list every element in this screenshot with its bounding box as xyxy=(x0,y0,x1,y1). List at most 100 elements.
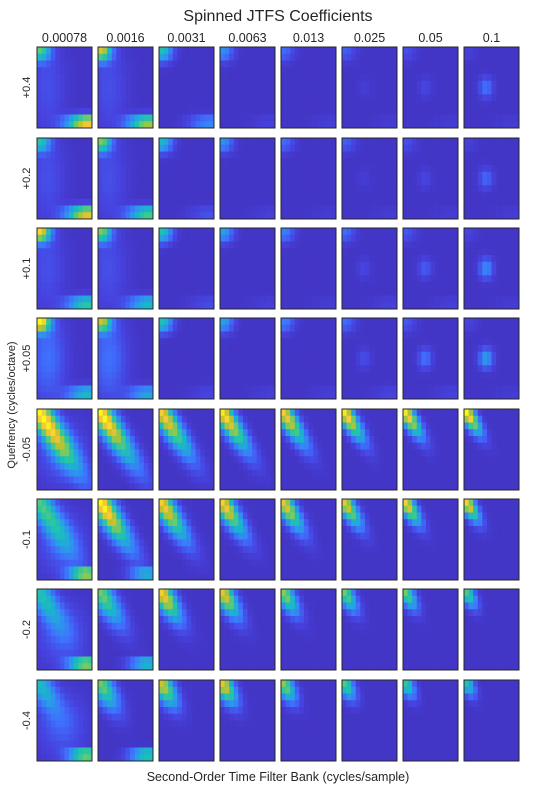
heatmap-cell xyxy=(87,185,93,193)
heatmap-cell xyxy=(261,151,267,159)
heatmap-cell xyxy=(412,331,418,339)
heatmap-cell xyxy=(229,101,235,109)
heatmap-cell xyxy=(46,158,52,166)
heatmap-cell xyxy=(73,94,79,102)
heatmap-cell xyxy=(139,378,145,386)
heatmap-cell xyxy=(331,275,337,283)
heatmap-cell xyxy=(464,107,469,115)
heatmap-cell xyxy=(78,372,84,380)
heatmap-cell xyxy=(486,261,492,269)
heatmap-cell xyxy=(468,392,474,400)
heatmap-cell xyxy=(281,241,286,249)
heatmap-cell xyxy=(46,185,52,193)
heatmap-cell xyxy=(102,282,108,290)
heatmap-cell xyxy=(55,345,61,353)
heatmap-cell xyxy=(360,87,366,95)
heatmap-cell xyxy=(256,178,262,186)
heatmap-cell xyxy=(342,372,347,380)
heatmap-cell xyxy=(491,275,497,283)
heatmap-cell xyxy=(134,228,140,236)
heatmap-cell xyxy=(191,358,197,366)
heatmap-cell xyxy=(412,268,418,276)
heatmap-cell xyxy=(392,198,398,206)
heatmap-cell xyxy=(87,114,93,122)
heatmap-cell xyxy=(355,282,361,290)
heatmap-cell xyxy=(505,255,511,263)
heatmap-cell xyxy=(224,392,230,400)
heatmap-cell xyxy=(496,365,502,373)
heatmap-cell xyxy=(444,268,450,276)
heatmap-cell xyxy=(224,74,230,82)
heatmap-cell xyxy=(444,47,450,55)
heatmap-cell xyxy=(172,261,178,269)
heatmap-cell xyxy=(403,234,408,242)
heatmap-cell xyxy=(224,114,230,122)
heatmap-cell xyxy=(439,165,445,173)
heatmap-cell xyxy=(482,192,488,200)
heatmap-cell xyxy=(464,255,469,263)
heatmap-cell xyxy=(116,205,122,213)
heatmap-cell xyxy=(308,295,314,303)
heatmap-cell xyxy=(270,158,276,166)
heatmap-cell xyxy=(435,241,441,249)
heatmap-cell xyxy=(464,185,469,193)
heatmap-cell xyxy=(364,268,370,276)
heatmap-cell xyxy=(482,365,488,373)
heatmap-cell xyxy=(209,144,215,152)
heatmap-cell xyxy=(120,228,126,236)
heatmap-cell xyxy=(181,282,187,290)
heatmap-cell xyxy=(387,241,393,249)
heatmap-cell xyxy=(168,385,174,393)
heatmap-cell xyxy=(87,165,93,173)
heatmap-cell xyxy=(509,275,515,283)
heatmap-cell xyxy=(177,94,183,102)
heatmap-cell xyxy=(500,345,506,353)
heatmap-cell xyxy=(252,47,258,55)
heatmap-cell xyxy=(299,107,305,115)
heatmap-cell xyxy=(500,87,506,95)
heatmap-cell xyxy=(392,144,398,152)
heatmap-cell xyxy=(464,212,469,220)
heatmap-cell xyxy=(111,80,117,88)
heatmap-cell xyxy=(111,261,117,269)
heatmap-cell xyxy=(416,192,422,200)
heatmap-cell xyxy=(177,192,183,200)
heatmap-cell xyxy=(444,67,450,75)
heatmap-cell xyxy=(252,338,258,346)
heatmap-cell xyxy=(261,302,267,310)
heatmap-cell xyxy=(464,345,469,353)
heatmap-cell xyxy=(403,378,408,386)
heatmap-cell xyxy=(392,358,398,366)
heatmap-cell xyxy=(261,358,267,366)
heatmap-cell xyxy=(374,114,380,122)
heatmap-cell xyxy=(299,114,305,122)
heatmap-cell xyxy=(200,255,206,263)
heatmap-cell xyxy=(186,171,192,179)
heatmap-cell xyxy=(360,275,366,283)
heatmap-cell xyxy=(256,101,262,109)
heatmap-cell xyxy=(453,318,459,326)
heatmap-cell xyxy=(378,94,384,102)
heatmap-cell xyxy=(82,212,88,220)
heatmap-cell xyxy=(98,456,103,464)
heatmap-cell xyxy=(111,302,117,310)
heatmap-cell xyxy=(209,275,215,283)
heatmap-cell xyxy=(430,67,436,75)
heatmap-cell xyxy=(360,144,366,152)
heatmap-cell xyxy=(139,415,145,423)
heatmap-cell xyxy=(261,365,267,373)
heatmap-cell xyxy=(383,248,389,256)
heatmap-cell xyxy=(252,53,258,61)
heatmap-cell xyxy=(514,53,520,61)
heatmap-cell xyxy=(369,358,375,366)
heatmap-cell xyxy=(482,295,488,303)
heatmap-cell xyxy=(41,351,47,359)
heatmap-cell xyxy=(439,47,445,55)
heatmap-cell xyxy=(200,47,206,55)
heatmap-cell xyxy=(242,351,248,359)
heatmap-cell xyxy=(233,158,239,166)
heatmap-cell xyxy=(41,165,47,173)
heatmap-cell xyxy=(378,114,384,122)
heatmap-cell xyxy=(163,74,169,82)
heatmap-cell xyxy=(425,282,431,290)
